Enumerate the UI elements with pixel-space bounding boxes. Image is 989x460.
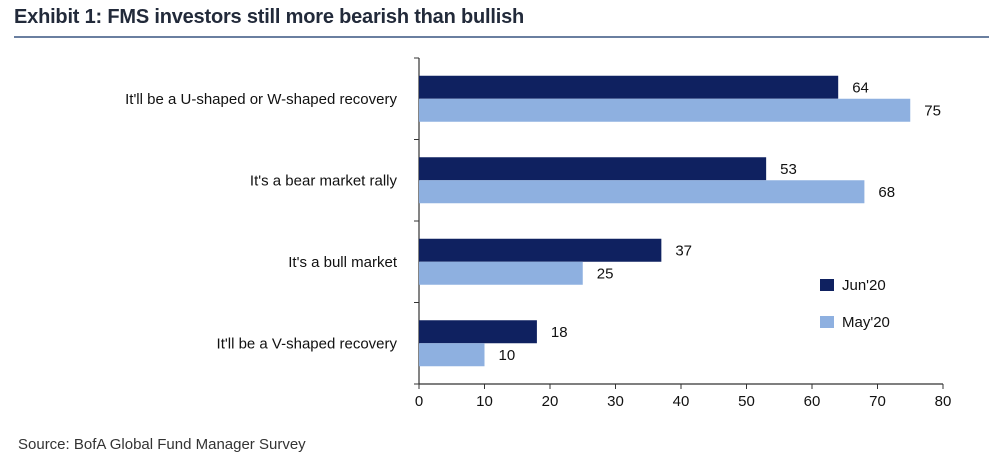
title-underline	[14, 36, 989, 38]
data-label: 64	[852, 79, 869, 96]
x-tick-label: 40	[673, 393, 690, 410]
data-label: 37	[675, 242, 692, 259]
category-label: It's a bear market rally	[250, 172, 398, 189]
x-tick-label: 20	[542, 393, 559, 410]
legend-swatch	[820, 316, 834, 328]
bar-chart: 0 10 20 30 40 50 60 70 80 64 75 It'll be a U-shaped…	[125, 57, 952, 410]
data-label: 10	[499, 347, 516, 364]
category-label: It's a bull market	[288, 254, 398, 271]
bar-jun20	[419, 320, 537, 344]
category-label: It'll be a V-shaped recovery	[217, 335, 398, 352]
bar-may20	[419, 180, 865, 204]
data-label: 25	[597, 265, 614, 282]
x-tick-label: 80	[935, 393, 952, 410]
data-label: 53	[780, 161, 797, 178]
legend-label: May'20	[842, 314, 890, 331]
x-tick-label: 50	[738, 393, 755, 410]
category-label: It'll be a U-shaped or W-shaped recovery	[125, 91, 397, 108]
x-tick-label: 10	[476, 393, 493, 410]
x-tick-label: 70	[869, 393, 886, 410]
data-label: 68	[878, 184, 895, 201]
data-label: 75	[924, 102, 941, 119]
chart-title: Exhibit 1: FMS investors still more bear…	[14, 6, 525, 28]
bar-may20	[419, 343, 485, 367]
bar-jun20	[419, 238, 662, 262]
bar-may20	[419, 261, 583, 285]
bar-jun20	[419, 75, 839, 99]
x-tick-label: 0	[415, 393, 423, 410]
source-note: Source: BofA Global Fund Manager Survey	[18, 436, 306, 453]
bar-may20	[419, 98, 911, 122]
x-tick-label: 60	[804, 393, 821, 410]
x-tick-label: 30	[607, 393, 624, 410]
bar-jun20	[419, 157, 767, 181]
legend-swatch	[820, 279, 834, 291]
data-label: 18	[551, 324, 568, 341]
legend-label: Jun'20	[842, 277, 886, 294]
